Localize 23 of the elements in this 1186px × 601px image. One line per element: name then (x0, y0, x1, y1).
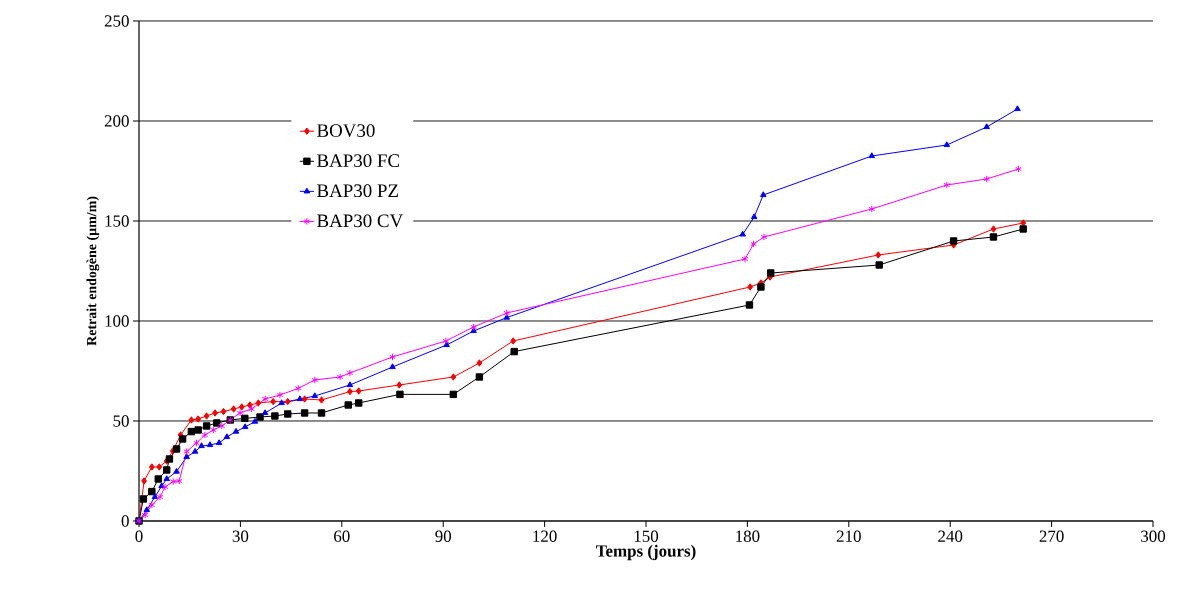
x-tick-label: 120 (533, 530, 557, 542)
x-tick-label: 300 (1141, 530, 1166, 542)
y-tick-label: 200 (104, 115, 129, 127)
x-tick-label: 150 (634, 530, 659, 542)
x-tick-label: 30 (232, 530, 249, 542)
x-tick-label: 90 (435, 530, 452, 542)
x-axis-title: Temps (jours) (596, 544, 696, 561)
x-tick-label: 270 (1039, 530, 1064, 542)
legend-label: BAP30 PZ (317, 184, 398, 198)
y-tick-label: 250 (104, 15, 129, 27)
legend-label: BAP30 CV (317, 214, 404, 228)
legend-label: BAP30 FC (317, 154, 400, 168)
y-tick-label: 50 (113, 415, 129, 427)
y-tick-label: 100 (105, 315, 129, 327)
x-tick-label: 60 (334, 530, 350, 542)
y-tick-label: 150 (105, 215, 129, 227)
x-tick-label: 210 (836, 530, 861, 542)
x-tick-label: 180 (736, 530, 760, 542)
legend-label: BOV30 (317, 124, 375, 138)
y-tick-label: 0 (121, 515, 129, 527)
x-tick-label: 0 (135, 530, 143, 542)
y-axis-title: Retrait endogène (µm/m) (86, 196, 100, 346)
x-tick-label: 240 (938, 530, 963, 542)
